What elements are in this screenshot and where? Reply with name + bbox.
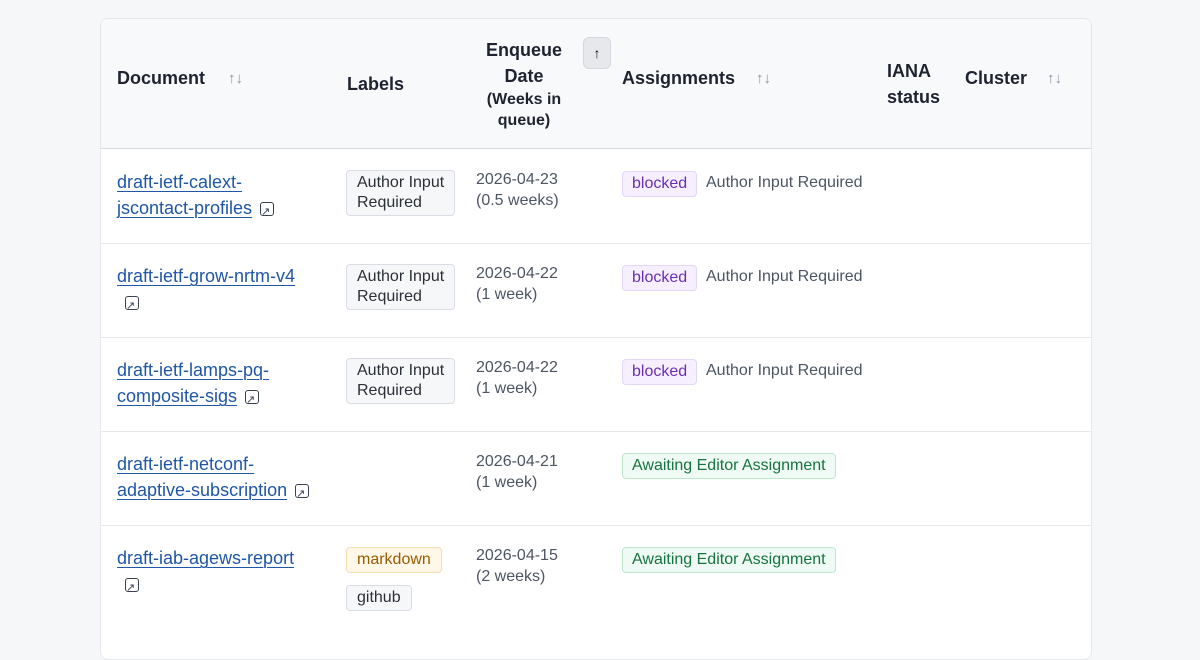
document-cell: draft-ietf-grow-nrtm-v4 (117, 263, 337, 319)
external-link-icon[interactable] (125, 575, 139, 601)
status-badge: blocked (622, 359, 698, 385)
document-link[interactable]: draft-ietf-netconf-adaptive-subscription (117, 454, 288, 500)
label-badge: Author Input Required (346, 170, 456, 216)
status-text: Author Input Required (706, 268, 863, 285)
document-cell: draft-ietf-calext-jscontact-profiles (117, 169, 337, 225)
document-cell: draft-iab-agews-report (117, 545, 337, 601)
table-row: draft-ietf-lamps-pq-composite-sigs Autho… (101, 337, 1091, 432)
document-cell: draft-ietf-netconf-adaptive-subscription (117, 451, 337, 507)
header-document[interactable]: Document (117, 65, 205, 91)
header-iana-line1: IANA (887, 61, 931, 81)
status-text: Author Input Required (706, 362, 863, 379)
label-badge-github: github (346, 585, 412, 611)
enqueue-date: 2026-04-23 (0.5 weeks) (476, 171, 559, 209)
header-assignments[interactable]: Assignments (622, 68, 736, 88)
table-row: draft-ietf-netconf-adaptive-subscription… (101, 431, 1091, 526)
header-enqueue-date[interactable]: Enqueue Date (Weeks in queue) (474, 37, 574, 131)
header-enqueue-line1: Enqueue (485, 40, 562, 60)
status-text: Author Input Required (706, 174, 863, 191)
table-header: Document ↑↓ Labels Enqueue Date (Weeks i… (101, 19, 1091, 149)
header-enqueue-sub1: (Weeks in (486, 91, 562, 108)
header-enqueue-line2: Date (504, 66, 544, 86)
status-badge: Awaiting Editor Assignment (622, 547, 836, 573)
document-link[interactable]: draft-iab-agews-report (117, 548, 295, 568)
label-badge: Author Input Required (346, 264, 456, 310)
enqueue-date: 2026-04-21 (1 week) (476, 453, 558, 491)
document-link[interactable]: draft-ietf-lamps-pq-composite-sigs (117, 360, 270, 406)
document-cell: draft-ietf-lamps-pq-composite-sigs (117, 357, 337, 413)
sort-ascending-button[interactable]: ↑ (583, 37, 611, 69)
queue-table: Document ↑↓ Labels Enqueue Date (Weeks i… (100, 18, 1092, 660)
enqueue-date: 2026-04-22 (1 week) (476, 359, 558, 397)
status-badge: Awaiting Editor Assignment (622, 453, 836, 479)
label-badge: Author Input Required (346, 358, 456, 404)
label-badge-markdown: markdown (346, 547, 442, 573)
document-link[interactable]: draft-ietf-calext-jscontact-profiles (117, 172, 253, 218)
header-labels: Labels (347, 74, 405, 94)
header-iana-status: IANA status (887, 58, 940, 110)
sort-arrows-icon[interactable]: ↑↓ (756, 70, 771, 87)
table-row: draft-iab-agews-report markdown github 2… (101, 525, 1091, 619)
sort-arrows-icon[interactable]: ↑↓ (1047, 70, 1062, 87)
header-iana-line2: status (887, 87, 941, 107)
document-link[interactable]: draft-ietf-grow-nrtm-v4 (117, 266, 296, 286)
table-row: draft-ietf-grow-nrtm-v4 Author InputRequ… (101, 243, 1091, 338)
header-enqueue-sub2: queue) (497, 112, 551, 129)
header-cluster[interactable]: Cluster (965, 68, 1028, 88)
header-document-label: Document (117, 68, 206, 88)
enqueue-date: 2026-04-15 (2 weeks) (476, 547, 558, 585)
sort-arrows-icon[interactable]: ↑↓ (228, 70, 243, 87)
external-link-icon[interactable] (245, 387, 260, 413)
table-row: draft-ietf-calext-jscontact-profiles Aut… (101, 149, 1091, 244)
external-link-icon[interactable] (260, 199, 275, 225)
arrow-up-icon: ↑ (593, 45, 601, 61)
status-badge: blocked (622, 171, 698, 197)
external-link-icon[interactable] (295, 481, 310, 507)
enqueue-date: 2026-04-22 (1 week) (476, 265, 558, 303)
status-badge: blocked (622, 265, 698, 291)
external-link-icon[interactable] (125, 293, 139, 319)
